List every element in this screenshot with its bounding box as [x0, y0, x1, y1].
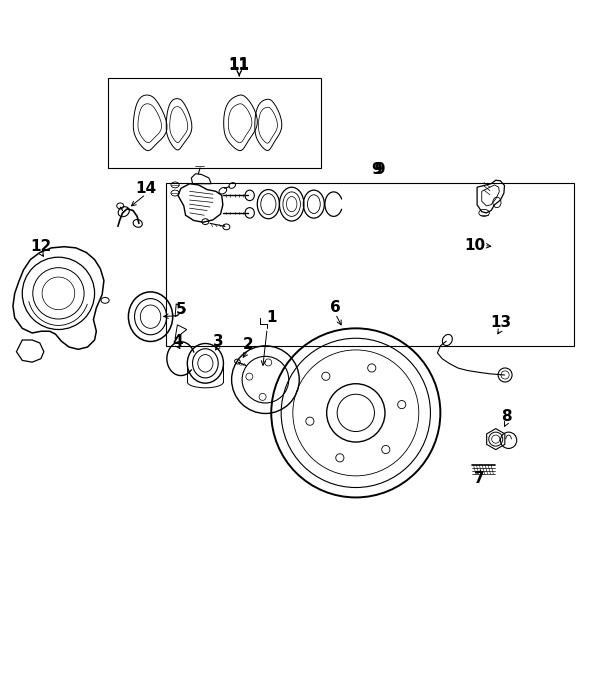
Text: 7: 7 — [474, 471, 485, 486]
Text: 4: 4 — [173, 334, 183, 349]
Bar — [108, 78, 321, 168]
Text: 6: 6 — [330, 301, 341, 316]
Text: 5: 5 — [176, 302, 186, 317]
Text: 9: 9 — [374, 162, 384, 177]
Text: 12: 12 — [30, 239, 52, 254]
Text: 2: 2 — [243, 337, 253, 352]
Text: 14: 14 — [135, 181, 156, 196]
Text: 1: 1 — [266, 310, 277, 325]
Text: 11: 11 — [228, 58, 250, 73]
Bar — [166, 182, 574, 346]
Text: 9: 9 — [371, 163, 381, 177]
Text: 11: 11 — [228, 57, 250, 72]
Text: 3: 3 — [214, 334, 224, 349]
Text: 13: 13 — [490, 315, 511, 330]
Text: 10: 10 — [465, 238, 486, 253]
Text: 8: 8 — [501, 409, 512, 424]
